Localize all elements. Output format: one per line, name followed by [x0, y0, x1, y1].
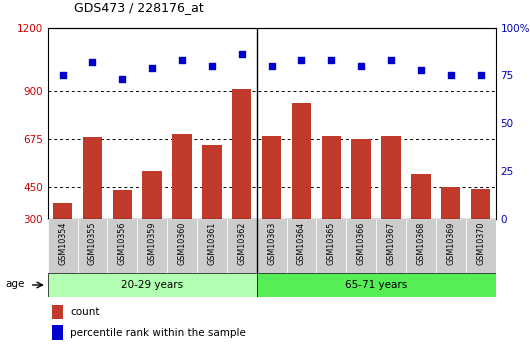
Text: GSM10359: GSM10359: [148, 222, 157, 265]
FancyBboxPatch shape: [466, 219, 496, 273]
Point: [88, 59, 96, 65]
Point: [357, 63, 366, 69]
FancyBboxPatch shape: [197, 219, 227, 273]
Bar: [52, 325, 64, 339]
Point: [148, 65, 156, 71]
Point: [118, 77, 127, 82]
Bar: [172, 134, 192, 219]
Bar: [322, 136, 341, 219]
Text: GSM10370: GSM10370: [476, 222, 485, 265]
Text: GDS473 / 228176_at: GDS473 / 228176_at: [74, 1, 204, 14]
Text: age: age: [5, 279, 24, 289]
FancyBboxPatch shape: [227, 219, 257, 273]
Text: GSM10356: GSM10356: [118, 222, 127, 265]
Text: GSM10354: GSM10354: [58, 222, 67, 265]
Text: GSM10363: GSM10363: [267, 222, 276, 265]
Text: GSM10361: GSM10361: [207, 222, 216, 265]
Bar: [53, 203, 72, 219]
FancyBboxPatch shape: [108, 219, 137, 273]
Bar: [292, 103, 311, 219]
FancyBboxPatch shape: [376, 219, 406, 273]
Text: GSM10364: GSM10364: [297, 222, 306, 265]
Text: GSM10362: GSM10362: [237, 222, 246, 265]
FancyBboxPatch shape: [406, 219, 436, 273]
Text: GSM10367: GSM10367: [386, 222, 395, 265]
Bar: [143, 171, 162, 219]
Point: [58, 73, 67, 78]
Text: 20-29 years: 20-29 years: [121, 280, 183, 290]
FancyBboxPatch shape: [346, 219, 376, 273]
FancyBboxPatch shape: [48, 273, 257, 297]
Bar: [382, 136, 401, 219]
Bar: [202, 145, 222, 219]
FancyBboxPatch shape: [436, 219, 466, 273]
Point: [476, 73, 485, 78]
Point: [446, 73, 455, 78]
Bar: [83, 137, 102, 219]
Bar: [351, 139, 371, 219]
Point: [387, 57, 395, 63]
Text: GSM10365: GSM10365: [327, 222, 336, 265]
Bar: [52, 305, 64, 319]
FancyBboxPatch shape: [287, 219, 316, 273]
Point: [237, 52, 246, 57]
Point: [267, 63, 276, 69]
Bar: [441, 187, 461, 219]
Text: GSM10369: GSM10369: [446, 222, 455, 265]
FancyBboxPatch shape: [137, 219, 167, 273]
Text: GSM10360: GSM10360: [178, 222, 187, 265]
FancyBboxPatch shape: [48, 219, 77, 273]
Bar: [232, 89, 251, 219]
Text: count: count: [70, 307, 100, 317]
Point: [297, 57, 306, 63]
FancyBboxPatch shape: [257, 273, 496, 297]
Bar: [471, 189, 490, 219]
Point: [208, 63, 216, 69]
FancyBboxPatch shape: [77, 219, 108, 273]
Bar: [113, 190, 132, 219]
Bar: [262, 136, 281, 219]
Text: GSM10368: GSM10368: [417, 222, 426, 265]
Text: GSM10355: GSM10355: [88, 222, 97, 265]
Text: GSM10366: GSM10366: [357, 222, 366, 265]
Point: [417, 67, 425, 72]
Point: [327, 57, 335, 63]
Text: percentile rank within the sample: percentile rank within the sample: [70, 328, 246, 338]
Text: 65-71 years: 65-71 years: [345, 280, 407, 290]
FancyBboxPatch shape: [257, 219, 287, 273]
Point: [178, 57, 187, 63]
FancyBboxPatch shape: [316, 219, 346, 273]
FancyBboxPatch shape: [167, 219, 197, 273]
Bar: [411, 174, 430, 219]
